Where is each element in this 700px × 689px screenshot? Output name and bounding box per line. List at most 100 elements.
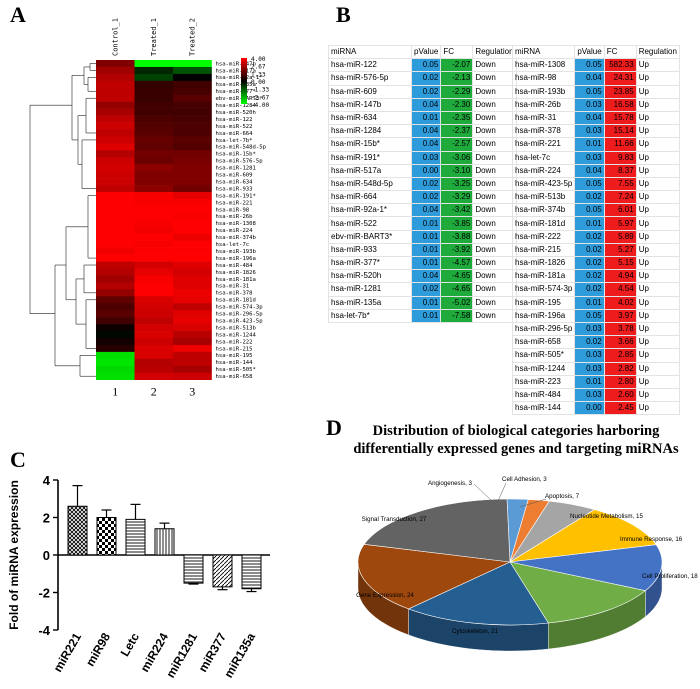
table-row: hsa-miR-222 0.02 5.89 Up bbox=[511, 229, 680, 244]
heatmap-cell bbox=[134, 219, 174, 228]
heatmap-legend-label: -2.67 bbox=[251, 94, 269, 101]
regulation-cell: Down bbox=[472, 97, 517, 112]
bar bbox=[183, 554, 204, 584]
heatmap-row-label: hsa-miR-144 bbox=[216, 360, 254, 366]
fc-cell: 8.37 bbox=[603, 163, 637, 178]
table-row: hsa-miR-224 0.04 8.37 Up bbox=[511, 163, 680, 178]
heatmap-cell bbox=[96, 247, 135, 255]
heatmap-cell bbox=[96, 73, 135, 82]
heatmap-cell bbox=[134, 136, 174, 144]
pie-slice-label: Nucleotide Metabolism, 15 bbox=[570, 513, 643, 520]
regulation-cell: Up bbox=[635, 335, 680, 350]
fc-cell: 4.02 bbox=[603, 295, 637, 310]
heatmap-column-label: Treated_2 bbox=[188, 18, 196, 56]
pvalue-cell: 0.04 bbox=[410, 203, 442, 218]
heatmap-cell bbox=[134, 338, 174, 346]
heatmap-cell bbox=[134, 80, 174, 89]
heatmap-cell bbox=[173, 205, 212, 214]
table-row: hsa-miR-1281 0.02 -4.65 Down bbox=[328, 282, 517, 297]
mirna-cell: hsa-miR-181a bbox=[511, 269, 576, 284]
heatmap-row-label: hsa-miR-664 bbox=[216, 131, 254, 137]
mirna-cell: hsa-miR-296-5p bbox=[511, 321, 576, 337]
heatmap-cell bbox=[173, 87, 212, 96]
mirna-cell: ebv-miR-BART3* bbox=[328, 229, 412, 244]
pvalue-cell: 0.03 bbox=[574, 321, 605, 337]
table-row: hsa-let-7b* 0.01 -7.58 Down bbox=[328, 308, 517, 323]
heatmap-cell bbox=[96, 164, 135, 172]
pvalue-cell: 0.03 bbox=[574, 150, 605, 165]
heatmap-row-label: hsa-miR-98 bbox=[216, 207, 250, 213]
heatmap-cell bbox=[134, 143, 174, 151]
pvalue-cell: 0.01 bbox=[410, 110, 442, 126]
table-row: hsa-miR-147b 0.04 -2.30 Down bbox=[328, 97, 517, 112]
heatmap-cell bbox=[96, 122, 135, 130]
heatmap-cell bbox=[134, 358, 174, 367]
mirna-cell: hsa-miR-1826 bbox=[511, 255, 576, 271]
mirna-cell: hsa-miR-147b bbox=[328, 97, 412, 112]
mirna-cell: hsa-miR-144 bbox=[511, 401, 576, 416]
table-header-cell: Regulation bbox=[472, 44, 517, 60]
mirna-cell: hsa-miR-1281 bbox=[328, 282, 412, 297]
pvalue-cell: 0.00 bbox=[574, 401, 605, 416]
table-row: hsa-miR-195 0.01 4.02 Up bbox=[511, 295, 680, 310]
regulation-cell: Up bbox=[635, 163, 680, 178]
heatmap-cell bbox=[96, 226, 135, 235]
pie-slice-label: Cell Adhesion, 3 bbox=[502, 476, 547, 483]
regulation-cell: Down bbox=[472, 176, 517, 192]
heatmap-legend-label: -1.33 bbox=[251, 87, 269, 94]
heatmap-cell bbox=[134, 185, 174, 193]
regulation-cell: Up bbox=[635, 361, 680, 376]
heatmap-cell bbox=[96, 310, 135, 318]
table-row: hsa-miR-135a 0.01 -5.02 Down bbox=[328, 295, 517, 310]
regulation-cell: Down bbox=[472, 71, 517, 86]
heatmap-row-label: hsa-miR-658 bbox=[216, 374, 254, 380]
mirna-cell: hsa-miR-933 bbox=[328, 242, 412, 258]
pie-title-line: differentially expressed genes and targe… bbox=[353, 441, 679, 457]
table-row: hsa-miR-191* 0.03 -3.06 Down bbox=[328, 150, 517, 165]
table-row: hsa-miR-296-5p 0.03 3.78 Up bbox=[511, 321, 680, 337]
heatmap-cell bbox=[96, 185, 135, 193]
mirna-cell: hsa-miR-423-5p bbox=[511, 176, 576, 192]
pvalue-cell: 0.05 bbox=[574, 84, 605, 99]
fc-cell: 9.83 bbox=[603, 150, 637, 165]
heatmap-cell bbox=[134, 296, 174, 304]
mirna-cell: hsa-miR-224 bbox=[511, 163, 576, 178]
heatmap-cell bbox=[96, 351, 135, 360]
heatmap-cell bbox=[173, 296, 212, 304]
regulation-cell: Up bbox=[635, 137, 680, 152]
downregulated-mirna-table: miRNA pValue FC Regulation hsa-miR-122 0.05 -2… bbox=[328, 44, 517, 323]
mirna-cell: hsa-miR-26b bbox=[511, 97, 576, 112]
mirna-cell: hsa-miR-520h bbox=[328, 269, 412, 284]
mirna-cell: hsa-miR-377* bbox=[328, 255, 412, 271]
regulation-cell: Down bbox=[472, 163, 517, 178]
pie-chart-panel: Distribution of biological categories ha… bbox=[353, 423, 698, 652]
mirna-cell: hsa-let-7c bbox=[511, 150, 576, 165]
fc-cell: 24.31 bbox=[603, 71, 637, 86]
fc-cell: 7.24 bbox=[603, 190, 637, 205]
heatmap-cell bbox=[173, 219, 212, 228]
pie-slice-label: Apoptosis, 7 bbox=[545, 493, 580, 500]
table-row: hsa-miR-658 0.02 3.66 Up bbox=[511, 335, 680, 350]
regulation-cell: Up bbox=[635, 295, 680, 310]
fc-cell: -7.58 bbox=[440, 308, 474, 323]
mirna-cell: hsa-miR-193b bbox=[511, 84, 576, 99]
heatmap-row-label: hsa-miR-222 bbox=[216, 339, 253, 345]
pvalue-cell: 0.04 bbox=[574, 163, 605, 178]
heatmap-cell bbox=[173, 351, 212, 360]
pie-slice-label: Immune Response, 16 bbox=[620, 536, 683, 543]
heatmap-cell bbox=[173, 66, 212, 75]
heatmap-cell bbox=[96, 275, 135, 283]
heatmap-row-label: hsa-miR-484 bbox=[216, 263, 254, 269]
table-row: hsa-miR-31 0.04 15.78 Up bbox=[511, 110, 680, 126]
table-row: hsa-miR-574-3p 0.02 4.54 Up bbox=[511, 282, 680, 297]
table-row: hsa-miR-1244 0.03 2.82 Up bbox=[511, 361, 680, 376]
mirna-cell: hsa-miR-122 bbox=[328, 58, 412, 73]
table-row: hsa-miR-377* 0.01 -4.57 Down bbox=[328, 255, 517, 271]
mirna-cell: hsa-miR-517a bbox=[328, 163, 412, 178]
regulation-cell: Up bbox=[635, 97, 680, 112]
y-tick-label: -4 bbox=[38, 623, 50, 638]
bar bbox=[67, 505, 88, 556]
regulation-cell: Down bbox=[472, 308, 517, 323]
fc-cell: 3.97 bbox=[603, 308, 637, 323]
bar-chart-panel: -4 -2 0 2 4 Fold of miRNA expression miR221miR… bbox=[7, 473, 270, 680]
